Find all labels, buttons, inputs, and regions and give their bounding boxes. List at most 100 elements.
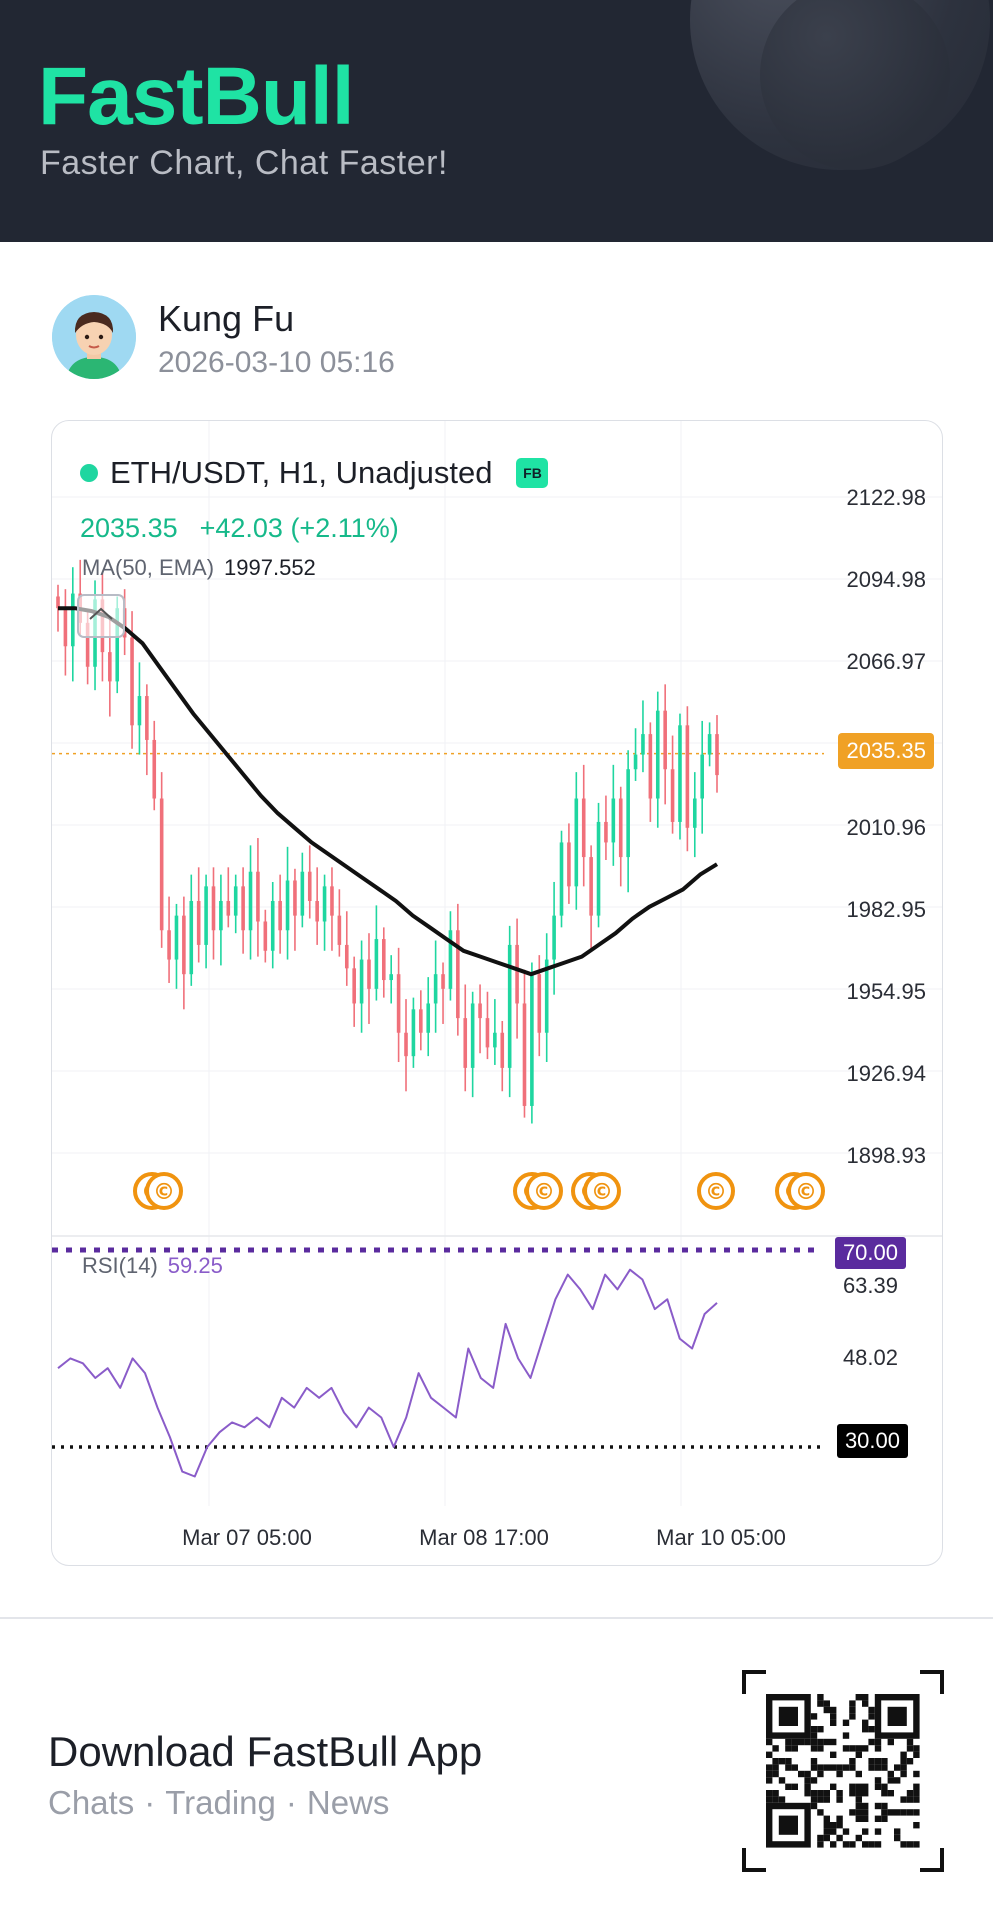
ma-indicator: MA(50, EMA) 1997.552 <box>82 555 316 581</box>
qr-module <box>785 1764 792 1771</box>
qr-module <box>817 1745 824 1752</box>
candle-body <box>419 1009 423 1033</box>
market-status-dot <box>80 464 98 482</box>
chevron-up-icon <box>89 607 113 620</box>
qr-module <box>906 1745 914 1752</box>
qr-frame-corner <box>920 1848 944 1872</box>
qr-module <box>887 1790 894 1797</box>
avatar[interactable] <box>52 295 136 379</box>
ma-value: 1997.552 <box>224 555 316 580</box>
qr-module <box>791 1745 798 1752</box>
rsi-tick-label: 63.39 <box>842 1273 898 1298</box>
qr-module <box>772 1796 779 1803</box>
qr-module <box>862 1841 869 1848</box>
candle-body <box>233 886 238 916</box>
event-marker-icon: ©© <box>775 1172 825 1210</box>
user-name[interactable]: Kung Fu <box>158 298 295 339</box>
qr-module <box>862 1828 869 1835</box>
qr-module <box>862 1694 869 1701</box>
qr-module <box>913 1790 920 1797</box>
qr-module <box>791 1783 798 1790</box>
candle-body <box>278 900 282 931</box>
qr-module <box>874 1783 882 1790</box>
download-title[interactable]: Download FastBull App <box>48 1728 483 1775</box>
qr-module <box>849 1758 856 1765</box>
candle-body <box>108 652 112 682</box>
candle-body <box>493 1032 497 1048</box>
qr-module <box>900 1770 907 1778</box>
candle-body <box>692 798 697 828</box>
qr-module <box>862 1783 869 1790</box>
qr-module <box>810 1745 818 1752</box>
qr-module <box>913 1809 920 1816</box>
candle-body <box>337 915 342 945</box>
qr-module <box>785 1738 792 1746</box>
event-marker-icon: ©© <box>513 1172 563 1210</box>
chart-card[interactable]: ©©©©©©©©© ETH/USDT, H1, Unadjusted FB 20… <box>51 420 943 1566</box>
candle-body <box>263 921 268 951</box>
qr-module <box>900 1758 907 1765</box>
qr-finder <box>778 1706 798 1726</box>
qr-module <box>772 1770 779 1778</box>
qr-module <box>836 1764 843 1771</box>
candle-body <box>182 915 186 975</box>
qr-module <box>906 1738 914 1746</box>
separator: · <box>144 1784 156 1821</box>
qr-module <box>804 1783 811 1790</box>
candle-body <box>715 734 719 776</box>
qr-module <box>855 1809 862 1816</box>
qr-module <box>868 1841 875 1848</box>
qr-module <box>913 1751 920 1758</box>
candle-body <box>56 596 60 609</box>
candle-body <box>285 880 290 931</box>
qr-module <box>900 1809 907 1816</box>
qr-module <box>874 1758 882 1765</box>
qr-module <box>810 1738 818 1746</box>
price-change: +42.03 (+2.11%) <box>199 513 399 543</box>
qr-module <box>887 1777 894 1784</box>
qr-module <box>810 1758 818 1765</box>
y-tick-label: 2122.98 <box>846 485 926 510</box>
candle-body <box>544 959 549 1033</box>
candle-body <box>219 900 223 931</box>
chart-handle <box>77 594 125 638</box>
qr-code[interactable] <box>742 1670 944 1872</box>
price-chart[interactable]: ©©©©©©©©© <box>52 421 943 1566</box>
qr-module <box>855 1796 862 1803</box>
qr-module <box>894 1809 901 1816</box>
event-coin-symbol: © <box>153 1180 175 1205</box>
symbol-header: ETH/USDT, H1, Unadjusted FB <box>80 455 549 491</box>
qr-module <box>881 1758 888 1765</box>
qr-module <box>810 1777 818 1784</box>
qr-module <box>817 1770 824 1778</box>
candle-body <box>374 939 379 989</box>
qr-module <box>798 1738 805 1746</box>
qr-module <box>862 1726 869 1733</box>
feature-chats: Chats <box>48 1784 135 1821</box>
feature-news: News <box>306 1784 390 1821</box>
candle-body <box>167 930 171 960</box>
qr-module <box>900 1764 907 1771</box>
candle-body <box>367 959 371 989</box>
candle-body <box>248 871 253 931</box>
qr-module <box>810 1764 818 1771</box>
qr-module <box>881 1764 888 1771</box>
qr-module <box>817 1841 824 1848</box>
candle-body <box>552 915 556 960</box>
qr-module <box>849 1745 856 1752</box>
candle-body <box>433 974 438 1004</box>
qr-module <box>836 1790 843 1797</box>
y-tick-label: 1926.94 <box>846 1061 926 1086</box>
qr-module <box>849 1841 856 1848</box>
qr-module <box>894 1777 901 1784</box>
candle-body <box>381 939 386 981</box>
qr-module <box>830 1706 837 1714</box>
qr-module <box>874 1738 882 1746</box>
candle-body <box>574 798 579 887</box>
qr-module <box>900 1841 907 1848</box>
event-coin-symbol: © <box>705 1180 727 1205</box>
candle-body <box>530 974 534 1106</box>
qr-module <box>817 1790 824 1797</box>
brand-logo: FastBull <box>38 51 354 142</box>
qr-module <box>830 1822 837 1829</box>
